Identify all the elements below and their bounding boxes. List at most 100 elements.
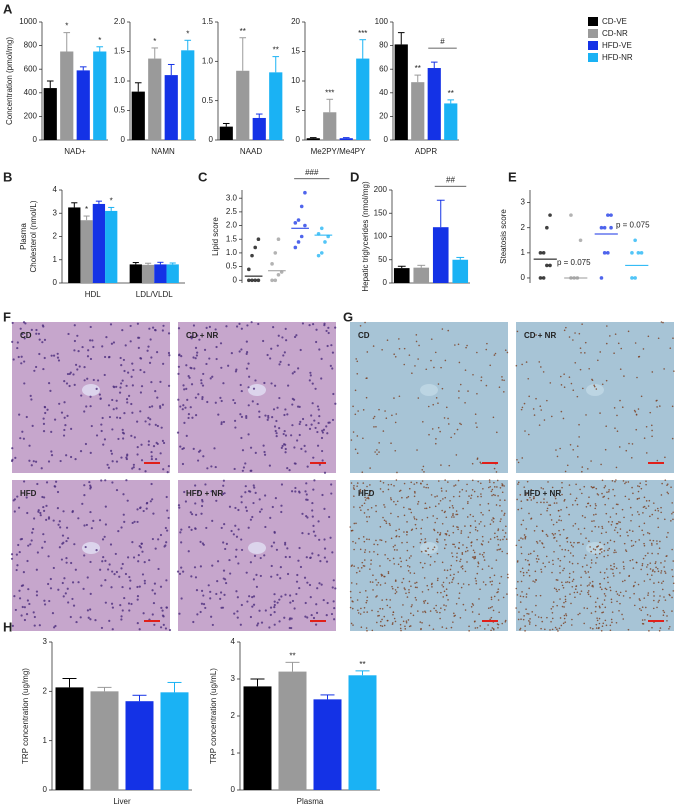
nucleus [515,607,517,609]
bar [243,686,272,790]
nucleus [240,436,243,440]
nucleus [84,545,87,549]
nucleus [34,460,38,463]
y-axis-label: Cholesterol (nmol/L) [29,200,38,272]
nucleus [553,502,556,504]
nucleus [200,379,203,382]
nucleus [671,610,673,612]
nucleus [391,414,393,417]
nucleus [480,520,482,523]
nucleus [121,428,124,431]
y-tick-label: 10 [291,76,300,85]
nucleus [199,540,202,543]
nucleus [468,583,470,586]
nucleus [619,521,621,524]
nucleus [564,549,567,551]
nucleus [574,588,577,590]
nucleus [598,605,601,608]
nucleus [609,586,611,589]
nucleus [62,541,65,544]
nucleus [177,365,181,368]
nucleus [667,492,670,495]
nucleus [120,618,123,621]
nucleus [187,416,190,420]
data-point [633,276,637,280]
nucleus [435,540,438,543]
nucleus [453,433,456,435]
nucleus [352,540,354,543]
nucleus [85,523,88,527]
nucleus [443,547,446,550]
nucleus [628,529,631,532]
nucleus [375,504,377,507]
nucleus [503,391,505,393]
nucleus [154,547,157,550]
nucleus [45,481,49,484]
nucleus [78,365,81,368]
significance-label: *** [358,29,367,38]
nucleus [119,386,122,389]
nucleus [483,551,485,554]
nucleus [129,340,132,343]
nucleus [25,496,28,499]
nucleus [249,518,253,521]
nucleus [479,482,482,485]
nucleus [159,380,162,384]
data-point [602,225,607,230]
nucleus [651,429,653,432]
p-value-label: p = 0.075 [557,258,591,267]
nucleus [573,591,576,594]
y-tick-label: 0 [384,135,389,144]
nucleus [487,541,490,543]
nucleus [564,598,567,601]
nucleus [273,623,276,626]
nucleus [111,398,114,402]
nucleus [249,490,252,493]
nucleus [204,483,207,486]
bar [154,264,167,283]
nucleus [381,348,383,351]
nucleus [642,623,645,625]
nucleus [561,493,563,496]
nucleus [436,552,439,555]
nucleus [165,495,168,499]
nucleus [389,599,392,601]
nucleus [414,596,417,599]
nucleus [282,354,285,357]
nucleus [273,600,276,603]
nucleus [293,607,296,610]
nucleus [476,530,479,532]
nucleus [441,561,444,564]
nucleus [233,401,237,405]
nucleus [575,483,577,486]
y-axis-label: TRP concentration (ug/mL) [209,668,218,764]
micrograph-background [516,480,674,631]
nucleus [617,342,620,345]
nucleus [369,581,372,583]
nucleus [273,603,276,607]
nucleus [380,575,383,577]
nucleus [559,447,561,450]
nucleus [143,579,146,582]
nucleus [271,505,274,509]
nucleus [65,557,68,560]
nucleus [477,480,479,483]
nucleus [489,364,492,367]
nucleus [266,353,269,357]
nucleus [71,597,74,601]
nucleus [177,372,180,375]
nucleus [404,588,406,591]
nucleus [354,389,357,392]
nucleus [448,506,451,509]
nucleus [115,416,119,419]
nucleus [585,572,587,574]
nucleus [657,517,659,520]
nucleus [570,544,573,547]
nucleus [456,556,458,558]
nucleus [632,567,635,569]
nucleus [446,569,449,572]
nucleus [317,520,320,523]
nucleus [331,586,334,589]
nucleus [625,481,627,484]
nucleus [581,323,583,325]
